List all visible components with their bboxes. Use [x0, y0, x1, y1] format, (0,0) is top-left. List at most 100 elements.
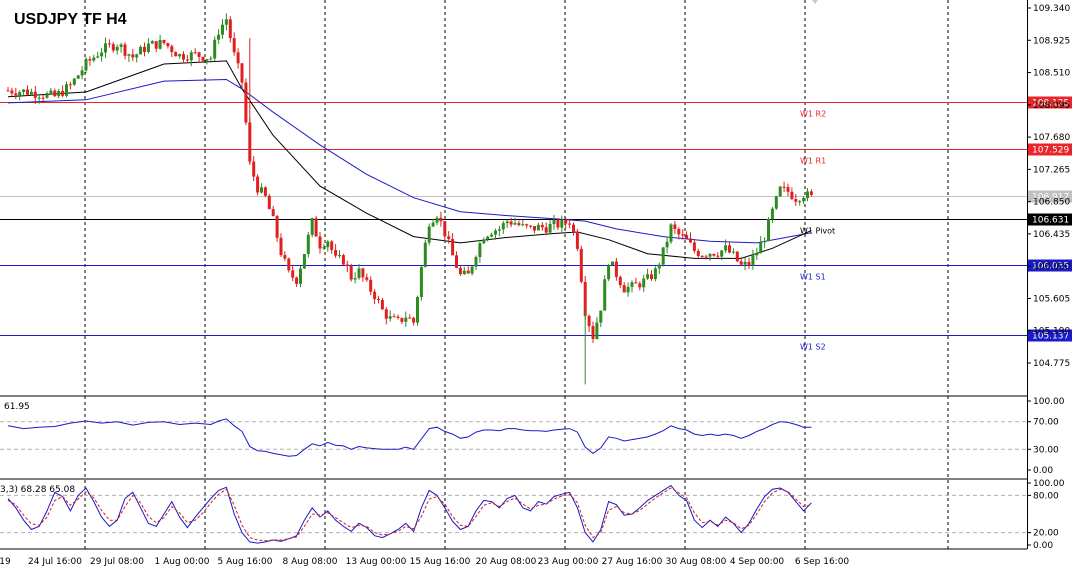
- candle-155: [611, 261, 614, 266]
- stoch-y-tick-label-2: 20.00: [1033, 529, 1059, 539]
- candle-67: [267, 193, 271, 210]
- level-label-w1-s1: W1 S1: [800, 273, 826, 282]
- candle-61: [244, 78, 248, 125]
- candle-191: [751, 249, 755, 270]
- candle-27: [111, 42, 115, 53]
- candle-9: [41, 95, 45, 102]
- candle-111: [439, 211, 443, 227]
- candle-32: [131, 48, 135, 62]
- candle-41: [166, 42, 170, 49]
- candle-82: [326, 239, 330, 252]
- stoch-y-tick-label-3: 0.00: [1033, 541, 1053, 551]
- chart-title: USDJPY TF H4: [14, 11, 127, 28]
- candle-134: [529, 225, 533, 229]
- candle-190: [747, 257, 751, 270]
- candle-121: [478, 239, 482, 263]
- candle-206: [809, 189, 813, 197]
- candle-179: [704, 254, 708, 260]
- candle-88: [349, 263, 353, 282]
- candle-97: [384, 306, 388, 325]
- candle-89: [353, 272, 357, 284]
- x-tick-label-4: 5 Aug 16:00: [218, 557, 273, 567]
- candle-66: [263, 186, 267, 198]
- candle-68: [271, 205, 275, 217]
- candle-178: [700, 254, 704, 258]
- candle-130: [513, 217, 517, 226]
- candle-106: [419, 265, 423, 301]
- candle-19: [80, 66, 84, 80]
- y-tick-label-8: 106.020: [1033, 262, 1070, 272]
- candle-1: [10, 87, 14, 97]
- candle-84: [334, 244, 338, 259]
- candle-100: [396, 314, 400, 320]
- candle-73: [291, 264, 295, 282]
- y-tick-label-7: 106.435: [1033, 230, 1070, 240]
- candle-39: [158, 34, 162, 50]
- level-price-text-w1-pivot: 106.631: [1032, 216, 1069, 226]
- candle-125: [494, 228, 497, 240]
- candle-151: [595, 317, 599, 340]
- candle-183: [720, 250, 724, 261]
- candle-146: [575, 228, 579, 252]
- candle-140: [552, 214, 556, 230]
- candle-60: [240, 62, 244, 89]
- candle-127: [501, 220, 505, 234]
- candle-160: [630, 280, 634, 293]
- candle-201: [790, 187, 794, 201]
- candle-86: [341, 253, 345, 266]
- candles: [6, 13, 813, 385]
- candle-13: [57, 88, 61, 99]
- candle-128: [505, 219, 509, 228]
- candle-10: [45, 91, 49, 99]
- candle-16: [68, 81, 72, 90]
- candle-53: [213, 36, 217, 62]
- candle-192: [755, 247, 759, 260]
- candle-75: [299, 266, 302, 288]
- candle-166: [653, 266, 657, 282]
- candle-193: [759, 236, 763, 254]
- candle-168: [661, 247, 665, 267]
- candle-79: [314, 215, 318, 237]
- candle-114: [451, 233, 455, 256]
- candle-197: [774, 195, 778, 210]
- candle-91: [361, 267, 365, 282]
- rsi-value-label: 61.95: [4, 402, 30, 412]
- candle-117: [462, 266, 466, 275]
- candle-92: [365, 273, 369, 282]
- candle-64: [256, 174, 260, 196]
- candle-180: [708, 253, 712, 261]
- candle-15: [65, 81, 68, 98]
- candle-42: [170, 44, 174, 58]
- candle-145: [572, 222, 575, 236]
- stoch-y-tick-label-0: 100.00: [1033, 479, 1065, 489]
- candle-185: [728, 241, 731, 254]
- y-tick-label-2: 108.510: [1033, 69, 1070, 79]
- candle-38: [154, 41, 158, 53]
- stochastic-indicator: [7, 484, 812, 544]
- x-tick-label-5: 8 Aug 08:00: [283, 557, 338, 567]
- candle-0: [6, 86, 10, 92]
- candle-2: [14, 87, 18, 100]
- y-tick-label-0: 109.340: [1033, 4, 1070, 14]
- candle-11: [49, 87, 53, 95]
- candle-52: [209, 56, 213, 63]
- candle-204: [802, 196, 806, 204]
- candle-184: [724, 239, 728, 254]
- candle-137: [540, 222, 544, 231]
- candle-37: [150, 40, 154, 44]
- candle-94: [373, 289, 377, 305]
- candle-161: [634, 277, 638, 284]
- candle-28: [115, 44, 119, 55]
- candle-72: [287, 257, 291, 273]
- candle-18: [76, 74, 80, 79]
- candle-33: [135, 53, 139, 63]
- level-label-w1-pivot: W1 Pivot: [800, 227, 835, 236]
- candle-59: [236, 48, 240, 69]
- candle-24: [100, 47, 104, 62]
- candle-173: [681, 229, 685, 240]
- candle-4: [22, 89, 26, 96]
- x-tick-label-9: 23 Aug 00:00: [538, 557, 599, 567]
- candle-203: [798, 199, 802, 206]
- candle-65: [260, 183, 263, 194]
- candle-143: [564, 217, 568, 229]
